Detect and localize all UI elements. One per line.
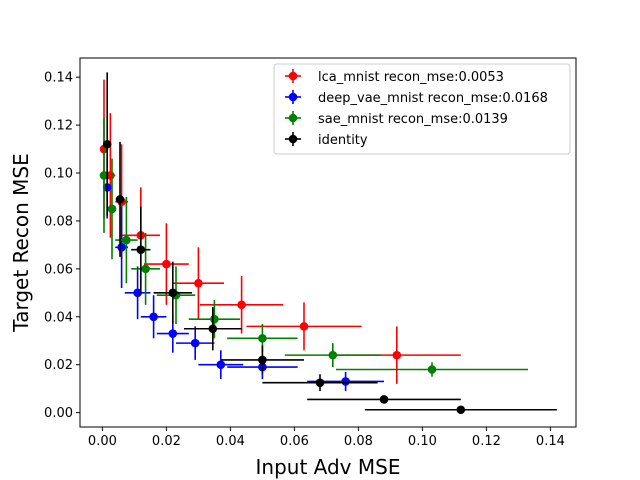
x-tick-label: 0.06	[280, 434, 309, 449]
y-tick-label: 0.02	[44, 358, 73, 373]
data-point	[99, 171, 109, 180]
data-point	[456, 405, 466, 415]
data-point	[216, 360, 226, 370]
y-tick-label: 0.14	[44, 71, 73, 86]
data-point	[149, 312, 158, 322]
data-point	[102, 139, 112, 149]
x-tick-label: 0.10	[408, 434, 437, 449]
data-point	[299, 322, 309, 331]
legend-entry: lca_mnist recon_mse:0.0053	[285, 69, 504, 85]
axes: 0.00 0.02 0.04 0.06 0.08 0.10 0.12 0.14 0.00 0.02…	[44, 57, 577, 449]
legend-marker	[288, 71, 298, 81]
data-point	[427, 365, 437, 374]
data-point	[117, 242, 126, 252]
legend-entry: sae_mnist recon_mse:0.0139	[285, 111, 508, 127]
data-point	[168, 288, 178, 298]
legend-marker	[288, 134, 298, 144]
legend-marker	[288, 92, 298, 102]
data-point	[341, 377, 350, 386]
y-tick-label: 0.08	[44, 214, 73, 229]
data-point	[122, 235, 131, 245]
legend-label: identity	[318, 133, 368, 148]
legend-box	[273, 63, 571, 155]
x-axis-label: Input Adv MSE	[256, 455, 401, 479]
y-tick-label: 0.06	[44, 262, 73, 277]
data-point	[107, 204, 117, 214]
legend: lca_mnist recon_mse:0.0053 deep_vae_mnist…	[273, 63, 571, 155]
series-3	[102, 72, 557, 415]
data-point	[379, 395, 389, 404]
data-point	[115, 195, 125, 204]
data-point	[237, 300, 246, 310]
x-tick-label: 0.08	[344, 434, 373, 449]
x-tick-label: 0.12	[472, 434, 501, 449]
data-marks	[99, 72, 557, 415]
data-point	[315, 378, 325, 387]
data-point	[162, 259, 171, 269]
data-point	[141, 264, 150, 274]
data-point	[392, 350, 402, 360]
data-point	[194, 278, 203, 288]
data-point	[136, 245, 146, 254]
x-tick-label: 0.14	[536, 434, 565, 449]
axes-frame	[79, 57, 577, 428]
legend-label: deep_vae_mnist recon_mse:0.0168	[318, 91, 548, 106]
data-point	[258, 334, 267, 343]
legend-marker	[288, 113, 298, 123]
y-tick-label: 0.00	[44, 406, 73, 421]
y-axis-label: Target Recon MSE	[9, 153, 33, 332]
data-point	[258, 355, 267, 365]
legend-entry: deep_vae_mnist recon_mse:0.0168	[285, 90, 548, 106]
y-tick-label: 0.10	[44, 167, 73, 182]
x-tick-label: 0.04	[216, 434, 245, 449]
plot-area	[99, 72, 557, 415]
x-tick-label: 0.02	[152, 434, 181, 449]
series-2	[99, 117, 528, 377]
data-point	[190, 338, 200, 348]
y-tick-label: 0.12	[44, 119, 73, 134]
data-point	[168, 329, 178, 338]
data-point	[208, 324, 218, 334]
data-point	[328, 350, 338, 360]
legend-entry: identity	[285, 132, 368, 148]
legend-label: sae_mnist recon_mse:0.0139	[318, 112, 508, 127]
legend-label: lca_mnist recon_mse:0.0053	[318, 70, 504, 85]
data-point	[133, 288, 142, 298]
x-tick-label: 0.00	[88, 434, 117, 449]
y-tick-label: 0.04	[44, 310, 73, 325]
data-point	[210, 314, 219, 324]
